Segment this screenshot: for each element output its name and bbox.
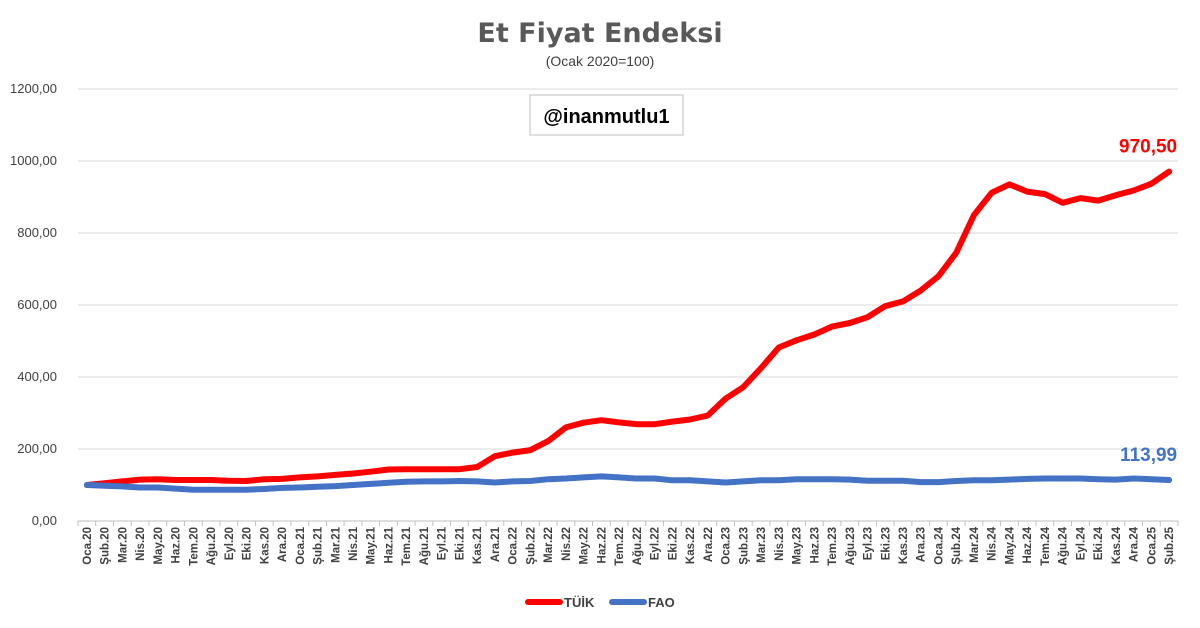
x-tick-label: Şub.21 bbox=[313, 526, 325, 564]
y-axis-tick-labels: 0,00 200,00 400,00 600,00 800,00 1000,00 1200,… bbox=[10, 81, 57, 528]
x-tick-label: Haz.22 bbox=[596, 527, 608, 563]
x-tick-label: Eyl.22 bbox=[650, 527, 662, 560]
x-tick-label: Nis.23 bbox=[774, 527, 786, 561]
x-tick-label: Kas.21 bbox=[472, 526, 484, 564]
legend-label-fao: FAO bbox=[648, 595, 675, 610]
x-tick-label: Şub.24 bbox=[951, 526, 963, 564]
x-tick-label: Ara.21 bbox=[490, 526, 502, 562]
x-tick-label: May.20 bbox=[153, 527, 165, 565]
x-tick-label: Eki.23 bbox=[880, 527, 892, 560]
x-tick-label: Kas.22 bbox=[685, 527, 697, 564]
x-tick-label: Tem.21 bbox=[401, 526, 413, 565]
y-tick-label: 400,00 bbox=[17, 369, 57, 384]
x-tick-label: Eki.24 bbox=[1093, 526, 1105, 560]
x-tick-label: Eki.20 bbox=[242, 527, 254, 560]
x-tick-label: Mar.21 bbox=[330, 526, 342, 562]
chart-subtitle: (Ocak 2020=100) bbox=[546, 53, 655, 69]
x-tick-label: Şub.23 bbox=[738, 527, 750, 565]
gridlines bbox=[78, 88, 1178, 450]
x-tick-label: Nis.21 bbox=[348, 526, 360, 560]
x-tick-label: Eyl.20 bbox=[224, 527, 236, 560]
y-tick-label: 600,00 bbox=[17, 297, 57, 312]
y-tick-label: 200,00 bbox=[17, 441, 57, 456]
x-tick-label: Tem.20 bbox=[188, 527, 200, 566]
y-tick-label: 800,00 bbox=[17, 225, 57, 240]
x-tick-label: Kas.24 bbox=[1111, 526, 1123, 564]
x-tick-label: Oca.21 bbox=[295, 526, 307, 564]
legend: TÜİK FAO bbox=[525, 595, 675, 610]
series-line-fao bbox=[83, 473, 1173, 493]
x-tick-label: Ağu.20 bbox=[206, 527, 218, 565]
x-tick-label: Tem.24 bbox=[1040, 526, 1052, 565]
x-tick-label: Tem.22 bbox=[614, 527, 626, 566]
x-tick-label: Oca.25 bbox=[1146, 526, 1158, 564]
x-tick-label: Haz.24 bbox=[1022, 526, 1034, 563]
x-tick-label: Nis.22 bbox=[561, 527, 573, 561]
chart-title: Et Fiyat Endeksi bbox=[477, 18, 722, 49]
x-tick-label: Ağu.22 bbox=[632, 527, 644, 565]
x-tick-label: Nis.24 bbox=[987, 526, 999, 560]
watermark-frame bbox=[529, 94, 684, 136]
x-tick-label: May.24 bbox=[1004, 526, 1016, 564]
x-tick-label: Oca.24 bbox=[933, 526, 945, 564]
series-lines bbox=[83, 168, 1173, 493]
x-tick-label: Mar.20 bbox=[117, 527, 129, 563]
x-tick-label: Oca.20 bbox=[82, 527, 94, 565]
watermark-label: @inanmutlu1 bbox=[543, 106, 669, 128]
y-tick-label: 1000,00 bbox=[10, 153, 57, 168]
x-tick-label: Haz.20 bbox=[171, 527, 183, 563]
x-tick-label: Şub.25 bbox=[1164, 526, 1176, 564]
x-tick-label: Nis.20 bbox=[135, 527, 147, 561]
x-tick-label: Mar.24 bbox=[969, 526, 981, 562]
x-tick-label: Mar.22 bbox=[543, 527, 555, 563]
series-line-tuik bbox=[83, 168, 1173, 488]
x-tick-label: Oca.22 bbox=[508, 527, 520, 565]
x-tick-label: Ağu.24 bbox=[1058, 526, 1070, 565]
watermark-box: @inanmutlu1 bbox=[529, 94, 684, 136]
x-tick-label: Eyl.23 bbox=[863, 527, 875, 560]
x-tick-label: Kas.23 bbox=[898, 527, 910, 564]
y-tick-label: 0,00 bbox=[32, 513, 57, 528]
x-tick-label: Eki.22 bbox=[667, 527, 679, 560]
x-tick-label: May.22 bbox=[579, 527, 591, 565]
x-tick-label: May.21 bbox=[366, 526, 378, 564]
end-value-labels: 970,50 113,99 bbox=[1119, 137, 1177, 466]
x-tick-label: Haz.23 bbox=[809, 527, 821, 563]
x-tick-label: Eyl.24 bbox=[1075, 526, 1087, 560]
x-tick-label: Şub.20 bbox=[100, 527, 112, 565]
x-tick-label: Kas.20 bbox=[259, 527, 271, 564]
end-value-label-tuik: 970,50 bbox=[1119, 137, 1177, 158]
x-tick-label: Ara.22 bbox=[703, 527, 715, 562]
x-tick-label: Ağu.23 bbox=[845, 527, 857, 565]
x-tick-label: Eyl.21 bbox=[437, 526, 449, 560]
x-axis bbox=[77, 520, 1179, 526]
x-tick-label: Ara.23 bbox=[916, 527, 928, 562]
y-tick-label: 1200,00 bbox=[10, 81, 57, 96]
x-axis-tick-labels: Oca.20 Şub.20 Mar.20 Nis.20 May.20 Haz.20 Tem.… bbox=[82, 526, 1176, 565]
x-tick-label: Haz.21 bbox=[383, 526, 395, 563]
x-tick-label: Oca.23 bbox=[721, 527, 733, 565]
x-tick-label: Mar.23 bbox=[756, 527, 768, 563]
x-tick-label: Ara.20 bbox=[277, 527, 289, 562]
x-tick-label: May.23 bbox=[792, 527, 804, 565]
end-value-label-fao: 113,99 bbox=[1120, 445, 1177, 466]
x-tick-label: Şub.22 bbox=[525, 527, 537, 565]
x-tick-label: Ara.24 bbox=[1129, 526, 1141, 562]
x-tick-label: Eki.21 bbox=[454, 526, 466, 560]
legend-label-tuik: TÜİK bbox=[564, 595, 595, 610]
x-tick-label: Ağu.21 bbox=[419, 526, 431, 565]
x-tick-label: Tem.23 bbox=[827, 527, 839, 566]
